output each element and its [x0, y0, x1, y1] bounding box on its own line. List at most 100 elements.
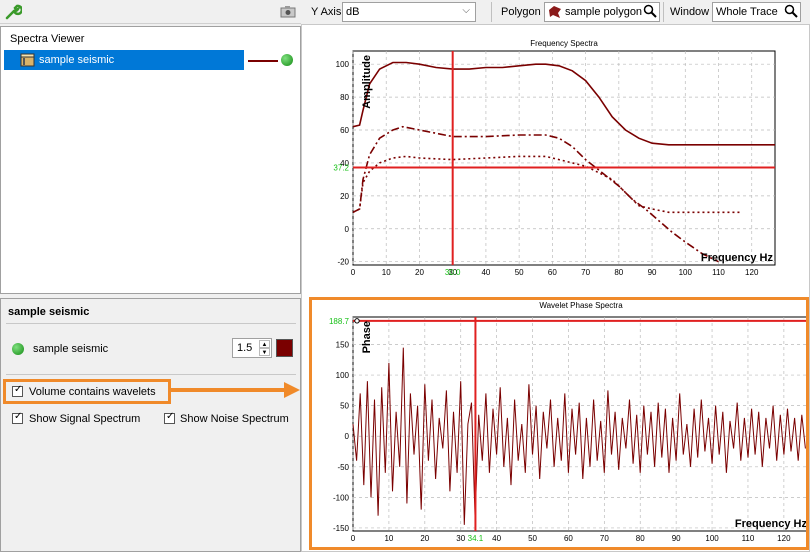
- chart2-x-axis-label: Frequency Hz: [735, 518, 808, 530]
- layer-visibility-icon[interactable]: [12, 343, 24, 355]
- chart2-y-tick-label: 150: [336, 341, 350, 350]
- chart1-plot-frame: [352, 50, 776, 266]
- chart1-y-tick-label: 40: [340, 159, 349, 168]
- polygon-value: sample polygon: [565, 6, 643, 18]
- chart1-x-tick-label: 30: [448, 268, 457, 277]
- line-color-button[interactable]: [276, 339, 293, 357]
- chart1-y-tick-label: 60: [340, 126, 349, 135]
- wavelets-checkbox[interactable]: [12, 384, 23, 397]
- search-icon[interactable]: [643, 4, 657, 18]
- chart1-x-tick-label: 50: [515, 268, 524, 277]
- legend-line-swatch: [248, 60, 278, 62]
- window-label: Window: [670, 6, 710, 18]
- noise-spectrum-checkbox[interactable]: [164, 411, 175, 424]
- chart1-x-tick-label: 90: [648, 268, 657, 277]
- tree-item-sample-seismic[interactable]: sample seismic: [4, 50, 244, 70]
- chart1-x-tick-label: 100: [679, 268, 693, 277]
- props-title: sample seismic: [8, 306, 90, 318]
- line-width-spinner[interactable]: 1.5 ▲ ▼: [232, 338, 272, 358]
- chevron-down-icon[interactable]: ⌵: [462, 5, 470, 16]
- right-toolbar: Y Axis dB ⌵ Polygon sample polygon Windo…: [301, 0, 810, 24]
- chart1-x-tick-label: 70: [581, 268, 590, 277]
- chart2-x-tick-label: 100: [705, 534, 719, 543]
- noise-spectrum-label[interactable]: Show Noise Spectrum: [180, 413, 289, 425]
- polygon-shape-icon: [548, 5, 562, 19]
- chart2-cursor-x-label: 34.1: [468, 534, 484, 543]
- chart2-y-tick-label: 100: [336, 371, 350, 380]
- chart1-series-line-2: [352, 125, 719, 263]
- chart1-y-axis-label: Amplitude: [361, 55, 373, 109]
- chart1-series-line-1: [352, 61, 775, 146]
- left-toolbar: [0, 0, 301, 24]
- props-separator: [6, 323, 296, 324]
- chart1-x-tick-label: 110: [712, 268, 725, 277]
- wrench-icon[interactable]: [4, 3, 24, 21]
- chart1-y-tick-label: 0: [345, 225, 350, 234]
- chart1-series-line-3: [352, 155, 742, 214]
- chart2-y-axis-label: Phase: [361, 321, 373, 353]
- props-separator-2: [6, 374, 296, 375]
- snapshot-icon[interactable]: [280, 5, 296, 18]
- chart1-y-tick-label: 100: [336, 60, 350, 69]
- chart2-x-tick-label: 60: [564, 534, 573, 543]
- chart1-x-tick-label: 10: [382, 268, 391, 277]
- callout-arrow: [168, 382, 300, 398]
- chart1-title: Frequency Spectra: [530, 39, 598, 48]
- chart2-x-tick-label: 0: [351, 534, 356, 543]
- chart2-x-tick-label: 40: [492, 534, 501, 543]
- y-axis-value: dB: [346, 6, 360, 18]
- chart2-x-tick-label: 80: [636, 534, 645, 543]
- chart1-cursor-x-label: 30.0: [445, 268, 461, 277]
- phase-chart-highlight-box: [309, 297, 809, 550]
- chart2-x-tick-label: 70: [600, 534, 609, 543]
- chart2-x-tick-label: 120: [777, 534, 791, 543]
- chart2-y-tick-label: 50: [340, 402, 349, 411]
- chart2-cursor-marker: [354, 318, 360, 324]
- chart1-y-tick-label: 80: [340, 93, 349, 102]
- window-value: Whole Trace: [716, 6, 778, 18]
- chart2-y-tick-label: -150: [333, 524, 350, 533]
- toolbar-separator: [491, 2, 492, 22]
- chart2-cursor-y-label: 188.7: [329, 317, 350, 326]
- signal-spectrum-checkbox[interactable]: [12, 411, 23, 424]
- tree-item-label: sample seismic: [39, 54, 115, 66]
- chart1-x-tick-label: 80: [614, 268, 623, 277]
- chart2-x-tick-label: 90: [672, 534, 681, 543]
- chart1-y-tick-label: 20: [340, 192, 349, 201]
- chart2-x-tick-label: 110: [742, 534, 755, 543]
- spinner-up-icon[interactable]: ▲: [259, 340, 270, 348]
- chart2-title: Wavelet Phase Spectra: [539, 301, 623, 310]
- chart2-x-tick-label: 50: [528, 534, 537, 543]
- polygon-selector[interactable]: sample polygon: [544, 2, 660, 22]
- chart1-x-tick-label: 120: [745, 268, 759, 277]
- chart1-x-tick-label: 60: [548, 268, 557, 277]
- search-icon[interactable]: [784, 4, 798, 18]
- chart1-x-tick-label: 40: [481, 268, 490, 277]
- toolbar-separator-2: [663, 2, 664, 22]
- seismic-volume-icon: [20, 52, 36, 68]
- chart1-x-tick-label: 20: [415, 268, 424, 277]
- y-axis-label: Y Axis: [311, 6, 342, 18]
- properties-panel: sample seismic sample seismic 1.5 ▲ ▼ Vo…: [0, 298, 301, 552]
- chart2-y-tick-label: -100: [333, 493, 350, 502]
- chart1-x-tick-label: 0: [351, 268, 356, 277]
- wavelets-checkbox-label[interactable]: Volume contains wavelets: [29, 386, 156, 398]
- signal-spectrum-label[interactable]: Show Signal Spectrum: [29, 413, 141, 425]
- spinner-down-icon[interactable]: ▼: [259, 348, 270, 356]
- chart2-series-line-1: [352, 347, 806, 525]
- visibility-indicator-icon[interactable]: [281, 54, 293, 66]
- chart1-x-axis-label: Frequency Hz: [701, 252, 774, 264]
- chart-area: Frequency Spectra 0 10 20 30 40 50 60 70 80 90 100 1…: [301, 24, 810, 552]
- chart1-y-tick-label: -20: [337, 258, 349, 267]
- chart1-cursor-y-label: 37.2: [333, 164, 349, 173]
- chart2-y-tick-label: 0: [345, 432, 350, 441]
- tree-header: Spectra Viewer: [10, 33, 85, 45]
- chart2-y-tick-label: -50: [337, 463, 349, 472]
- layer-name: sample seismic: [33, 343, 109, 355]
- window-selector[interactable]: Whole Trace: [712, 2, 801, 22]
- spectra-viewer-tree: Spectra Viewer sample seismic: [0, 26, 301, 294]
- polygon-label: Polygon: [501, 6, 541, 18]
- chart2-x-tick-label: 10: [384, 534, 393, 543]
- y-axis-dropdown[interactable]: dB ⌵: [342, 2, 476, 22]
